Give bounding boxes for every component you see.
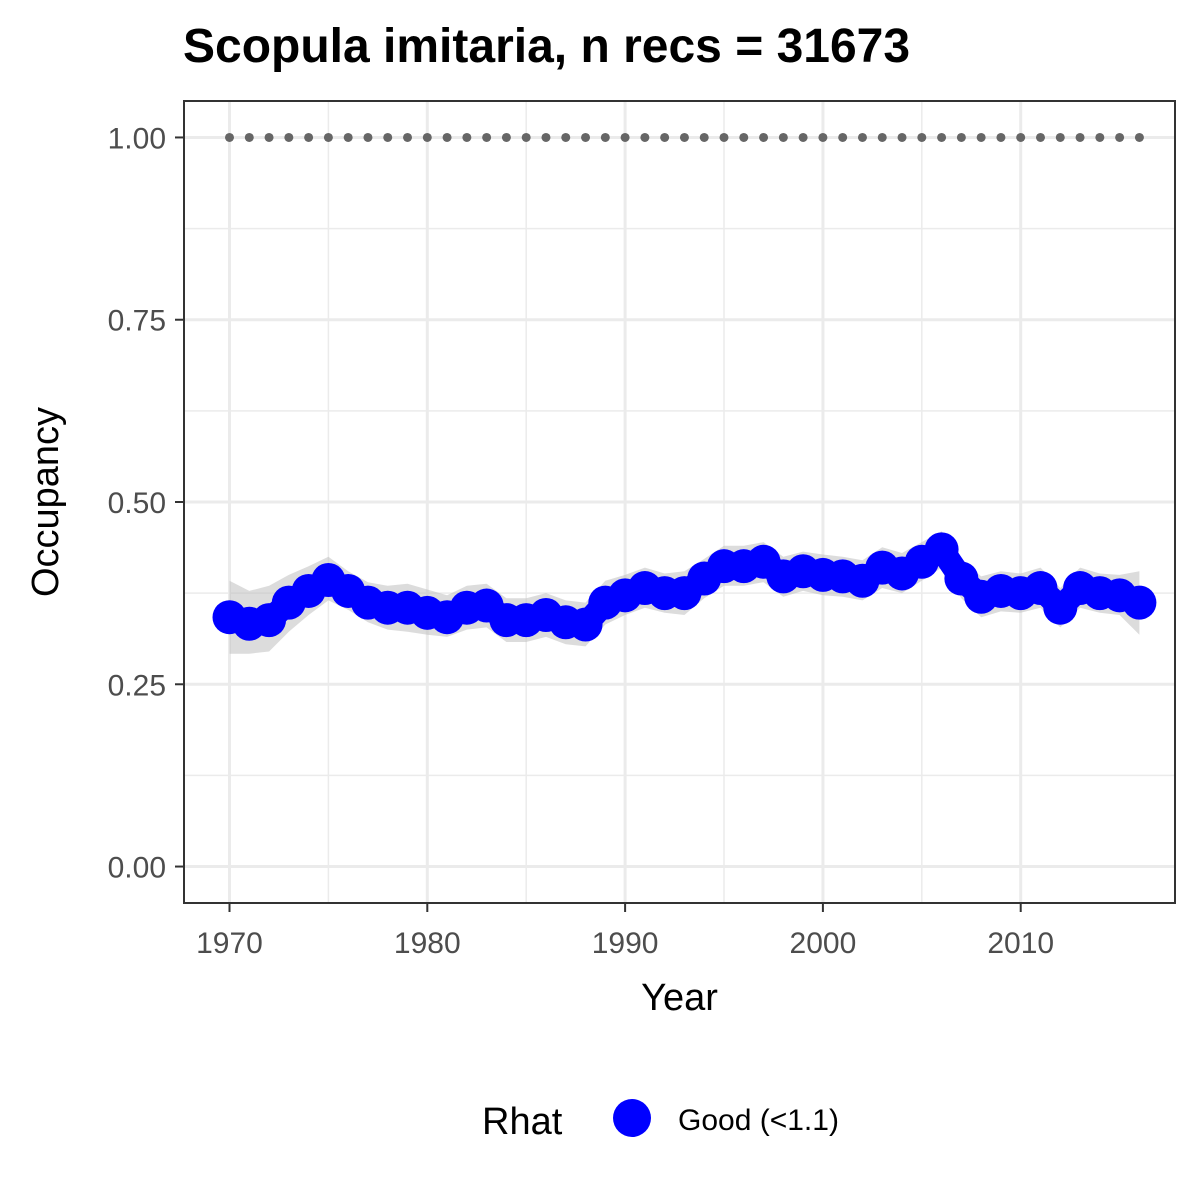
reference-dot	[482, 132, 492, 142]
legend-title: Rhat	[482, 1101, 563, 1143]
reference-dot	[1075, 132, 1085, 142]
reference-dot	[501, 132, 511, 142]
legend: Rhat Good (<1.1)	[482, 1099, 839, 1143]
x-tick-label: 1980	[394, 927, 461, 960]
y-tick-label: 0.75	[108, 305, 166, 338]
chart-title: Scopula imitaria, n recs = 31673	[183, 20, 910, 73]
reference-dot	[660, 132, 670, 142]
reference-dot	[244, 132, 254, 142]
y-axis: 0.00 0.25 0.50 0.75 1.00	[108, 122, 184, 885]
reference-dot	[719, 132, 729, 142]
reference-dot	[383, 132, 393, 142]
reference-dot	[264, 132, 274, 142]
reference-dot	[600, 132, 610, 142]
data-point	[924, 532, 959, 567]
x-axis-title: Year	[641, 977, 718, 1019]
reference-dot	[323, 132, 333, 142]
reference-dot	[304, 132, 314, 142]
reference-dot	[798, 132, 808, 142]
occupancy-series-layer	[212, 532, 1157, 642]
reference-dots-layer	[224, 132, 1144, 142]
reference-dot	[422, 132, 432, 142]
reference-dot	[818, 132, 828, 142]
x-tick-label: 1990	[592, 927, 659, 960]
reference-dot	[739, 132, 749, 142]
reference-dot	[1115, 132, 1125, 142]
x-tick-label: 2010	[987, 927, 1054, 960]
reference-dot	[581, 132, 591, 142]
reference-dot	[343, 132, 353, 142]
x-axis: 1970 1980 1990 2000 2010	[196, 903, 1054, 960]
reference-dot	[759, 132, 769, 142]
data-point	[568, 607, 603, 642]
y-tick-label: 0.50	[108, 487, 166, 520]
reference-dot	[1055, 132, 1065, 142]
y-tick-label: 0.00	[108, 852, 166, 885]
reference-dot	[956, 132, 966, 142]
reference-dot	[778, 132, 788, 142]
reference-dot	[1134, 132, 1144, 142]
reference-dot	[561, 132, 571, 142]
reference-dot	[917, 132, 927, 142]
reference-dot	[224, 132, 234, 142]
reference-dot	[838, 132, 848, 142]
y-tick-label: 1.00	[108, 122, 166, 155]
reference-dot	[620, 132, 630, 142]
reference-dot	[976, 132, 986, 142]
y-tick-label: 0.25	[108, 669, 166, 702]
reference-dot	[679, 132, 689, 142]
reference-dot	[1035, 132, 1045, 142]
reference-dot	[640, 132, 650, 142]
reference-dot	[1095, 132, 1105, 142]
reference-dot	[699, 132, 709, 142]
reference-dot	[857, 132, 867, 142]
x-tick-label: 2000	[790, 927, 857, 960]
reference-dot	[363, 132, 373, 142]
reference-dot	[462, 132, 472, 142]
reference-dot	[996, 132, 1006, 142]
x-tick-label: 1970	[196, 927, 263, 960]
reference-dot	[1016, 132, 1026, 142]
legend-key-good	[613, 1099, 651, 1137]
reference-dot	[284, 132, 294, 142]
y-axis-title: Occupancy	[25, 407, 67, 597]
reference-dot	[877, 132, 887, 142]
reference-dot	[541, 132, 551, 142]
reference-dot	[937, 132, 947, 142]
reference-dot	[403, 132, 413, 142]
gridlines	[184, 101, 1175, 903]
legend-label-good: Good (<1.1)	[678, 1104, 839, 1137]
reference-dot	[442, 132, 452, 142]
reference-dot	[897, 132, 907, 142]
reference-dot	[521, 132, 531, 142]
data-point	[1122, 585, 1157, 620]
